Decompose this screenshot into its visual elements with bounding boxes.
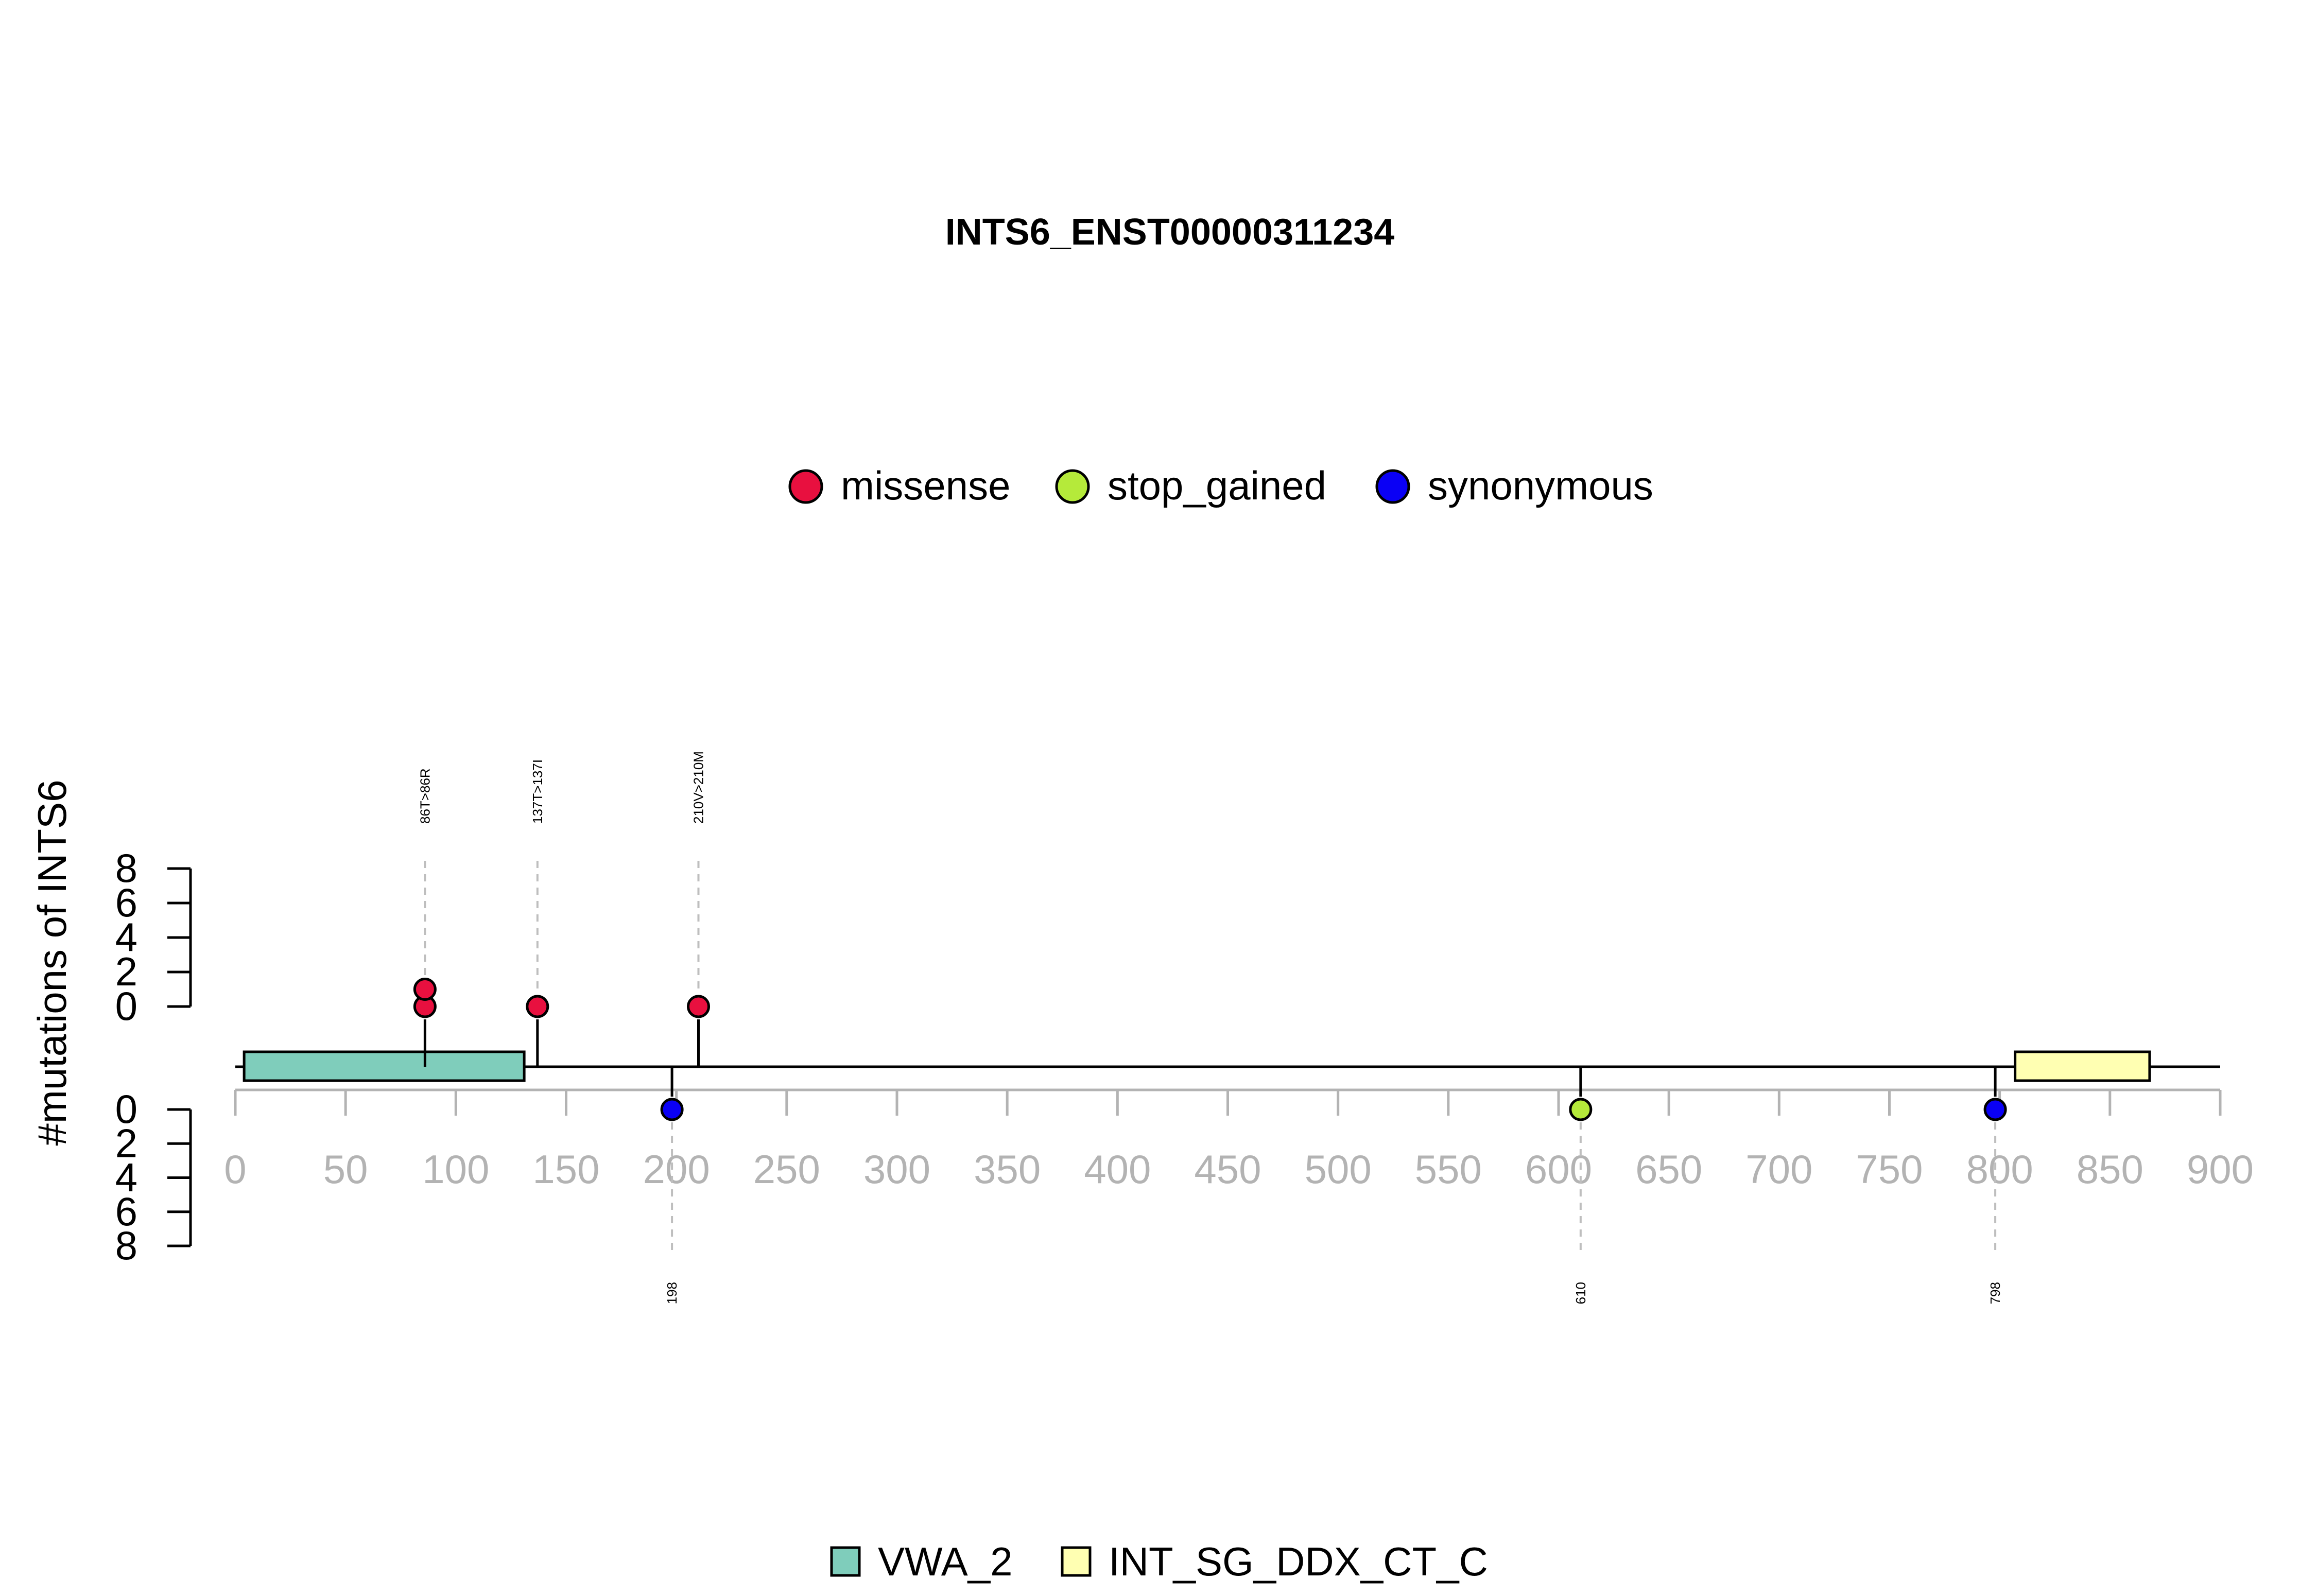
x-tick-label: 750 xyxy=(1856,1147,1923,1192)
x-tick-label: 600 xyxy=(1525,1147,1592,1192)
lollipop-head-missense xyxy=(526,995,549,1018)
mutation-legend: missense stop_gained synonymous xyxy=(788,463,1653,508)
lollipop-head-missense xyxy=(413,978,437,1001)
mutation-label-top: 86T>86R xyxy=(417,768,433,824)
domain-boxes xyxy=(243,1050,2151,1082)
legend-marker-missense xyxy=(788,469,823,504)
y-tick-label-bottom: 8 xyxy=(115,1223,137,1268)
y-tick-label-top: 2 xyxy=(115,949,137,994)
mutation-label-bottom: 610 xyxy=(1573,1282,1588,1304)
domain-legend-label-INT_SG_DDX_CT_C: INT_SG_DDX_CT_C xyxy=(1109,1539,1488,1584)
lollipops-top: 86T>86R 137T>137I 210V>210M xyxy=(413,751,710,1067)
y-tick-label-top: 4 xyxy=(115,914,137,960)
lollipops-bottom: 198 610 798 xyxy=(660,1067,2007,1304)
x-tick-label: 450 xyxy=(1194,1147,1261,1192)
lollipop-head-stop_gained xyxy=(1569,1098,1593,1121)
domain-legend-swatch-VWA_2 xyxy=(830,1546,861,1577)
x-axis: 0 50 100 150 200 250 300 350 400 450 500 550 600 650 7… xyxy=(224,1088,2254,1192)
y-tick-label-bottom: 6 xyxy=(115,1189,137,1234)
y-axis-label: #mutations of INTS6 xyxy=(29,780,75,1146)
x-tick-label: 800 xyxy=(1966,1147,2033,1192)
mutation-label-top: 137T>137I xyxy=(530,759,545,824)
x-tick-label: 350 xyxy=(974,1147,1041,1192)
domain-legend-label-VWA_2: VWA_2 xyxy=(878,1539,1013,1584)
x-tick-label: 500 xyxy=(1305,1147,1372,1192)
chart-title: INTS6_ENST00000311234 xyxy=(945,212,1395,253)
legend-marker-synonymous xyxy=(1375,469,1410,504)
x-tick-label: 0 xyxy=(224,1147,246,1192)
mutation-label-bottom: 198 xyxy=(664,1282,680,1304)
x-tick-label: 550 xyxy=(1415,1147,1482,1192)
x-tick-label: 250 xyxy=(753,1147,820,1192)
lollipop-head-missense xyxy=(687,995,710,1018)
domain-legend: VWA_2 INT_SG_DDX_CT_C xyxy=(830,1539,1488,1584)
domain-INT_SG_DDX_CT_C xyxy=(2014,1050,2151,1082)
x-tick-label: 900 xyxy=(2187,1147,2254,1192)
x-tick-label: 400 xyxy=(1084,1147,1151,1192)
x-tick-label: 150 xyxy=(532,1147,599,1192)
mutation-label-bottom: 798 xyxy=(1987,1282,2003,1304)
x-tick-label: 700 xyxy=(1745,1147,1812,1192)
x-tick-label: 100 xyxy=(422,1147,489,1192)
y-tick-label-top: 6 xyxy=(115,880,137,925)
x-tick-label: 200 xyxy=(643,1147,710,1192)
legend-label-stop_gained: stop_gained xyxy=(1108,463,1326,508)
y-tick-label-bottom: 4 xyxy=(115,1155,137,1200)
domain-VWA_2 xyxy=(243,1050,526,1082)
y-tick-label-bottom: 2 xyxy=(115,1120,137,1166)
y-tick-label-top: 0 xyxy=(115,983,137,1029)
lollipop-head-synonymous xyxy=(1983,1098,2007,1121)
lollipop-head-synonymous xyxy=(660,1098,684,1121)
legend-label-synonymous: synonymous xyxy=(1428,463,1653,508)
legend-marker-stop_gained xyxy=(1055,469,1090,504)
y-tick-label-bottom: 0 xyxy=(115,1086,137,1132)
legend-label-missense: missense xyxy=(841,463,1010,508)
y-tick-label-top: 8 xyxy=(115,845,137,891)
domain-legend-swatch-INT_SG_DDX_CT_C xyxy=(1061,1546,1092,1577)
x-tick-label: 300 xyxy=(863,1147,930,1192)
x-tick-label: 650 xyxy=(1635,1147,1702,1192)
x-tick-label: 850 xyxy=(2077,1147,2143,1192)
mutation-label-top: 210V>210M xyxy=(691,751,706,824)
x-tick-label: 50 xyxy=(323,1147,368,1192)
